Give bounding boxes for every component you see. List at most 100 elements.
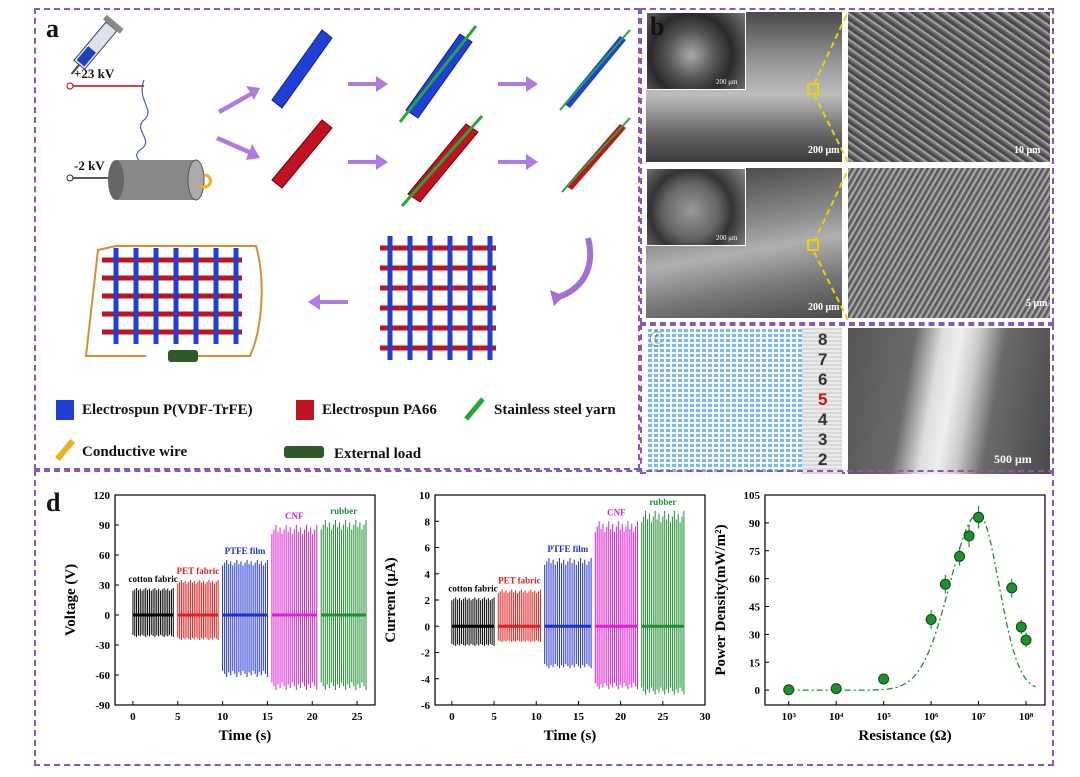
power-density-chart: 0 15 30 45 60 75 90 105 10³ 10⁴ 10⁵ 10⁶ 10⁷ 10⁸ Resist… bbox=[713, 490, 1046, 744]
series-label: PTFE film bbox=[548, 544, 589, 554]
data-point bbox=[954, 550, 966, 562]
sem-fiber-bottom bbox=[848, 168, 1050, 318]
data-point bbox=[783, 684, 795, 696]
series-label: PTFE film bbox=[225, 546, 266, 556]
fabric-circuit-icon bbox=[84, 245, 263, 362]
panel-b bbox=[640, 8, 1054, 324]
x-tick-label: 10 bbox=[531, 711, 543, 723]
y-axis-label: Voltage (V) bbox=[63, 564, 79, 636]
y-tick-label: 120 bbox=[94, 490, 111, 502]
voltage-chart: -90 -60 -30 0 30 60 90 120 0 5 10 15 20 25 Time (s) Vol… bbox=[63, 490, 376, 744]
x-tick-label: 15 bbox=[262, 711, 274, 723]
panel-a bbox=[34, 8, 640, 470]
y-axis-label: Current (μA) bbox=[383, 557, 399, 642]
series-3 bbox=[594, 521, 638, 690]
series-label: rubber bbox=[330, 506, 357, 516]
y-tick-label: 60 bbox=[749, 574, 761, 586]
ruler-7: 7 bbox=[818, 350, 828, 369]
y-tick-label: -60 bbox=[95, 670, 110, 682]
x-tick-label: 10³ bbox=[782, 711, 797, 723]
y-tick-label: 105 bbox=[744, 490, 761, 502]
legend-load-swatch bbox=[284, 446, 324, 458]
legend-steel: Stainless steel yarn bbox=[494, 402, 616, 418]
data-point bbox=[1015, 621, 1027, 633]
sem-stitch bbox=[848, 328, 1050, 474]
scale-b-inset-top: 200 μm bbox=[716, 78, 738, 86]
y-tick-label: 2 bbox=[425, 595, 431, 607]
panel-c-label: c bbox=[650, 322, 662, 351]
y-tick-label: -90 bbox=[95, 700, 110, 712]
legend-pvdf: Electrospun P(VDF-TrFE) bbox=[82, 402, 253, 418]
y-tick-label: 4 bbox=[425, 569, 431, 581]
data-point bbox=[963, 530, 975, 542]
panel-c bbox=[640, 324, 1054, 474]
ruler-numbers: 8 7 6 5 4 3 2 bbox=[818, 330, 838, 470]
series-0 bbox=[451, 597, 495, 646]
y-tick-label: 0 bbox=[425, 621, 431, 633]
series-0 bbox=[132, 588, 174, 637]
y-tick-label: 30 bbox=[99, 580, 111, 592]
scale-b-bot-left: 200 μm bbox=[808, 302, 840, 313]
data-point bbox=[973, 511, 985, 523]
y-tick-label: 75 bbox=[749, 546, 761, 558]
ruler-2: 2 bbox=[818, 450, 828, 469]
data-point bbox=[830, 683, 842, 695]
data-point bbox=[1006, 582, 1018, 594]
photo-ruler bbox=[802, 328, 842, 474]
panel-d-label: d bbox=[46, 488, 61, 517]
scale-b-inset-bottom: 200 μm bbox=[716, 234, 738, 242]
series-label: rubber bbox=[649, 497, 676, 507]
series-label: CNF bbox=[607, 507, 626, 517]
legend-pvdf-swatch bbox=[56, 400, 74, 420]
x-tick-label: 10⁸ bbox=[1019, 711, 1034, 723]
photo-fabric bbox=[646, 328, 802, 474]
ruler-3: 3 bbox=[818, 430, 828, 449]
y-tick-label: -2 bbox=[421, 648, 431, 660]
data-point bbox=[939, 578, 951, 590]
y-tick-label: 8 bbox=[425, 516, 431, 528]
legend-pa66: Electrospun PA66 bbox=[322, 402, 437, 418]
series-label: CNF bbox=[285, 511, 304, 521]
x-tick-label: 10 bbox=[217, 711, 229, 723]
panel-b-label: b bbox=[650, 12, 665, 41]
x-tick-label: 25 bbox=[352, 711, 364, 723]
series-label: cotton fabric bbox=[128, 574, 177, 584]
woven-fabric-icon bbox=[380, 236, 496, 360]
series-1 bbox=[177, 580, 219, 640]
data-point bbox=[1020, 634, 1032, 646]
x-tick-label: 10⁵ bbox=[876, 711, 891, 723]
sem-fiber-top bbox=[848, 12, 1050, 162]
x-tick-label: 0 bbox=[130, 711, 136, 723]
syringe-icon bbox=[70, 14, 124, 75]
x-tick-label: 10⁴ bbox=[829, 711, 844, 723]
panel-d bbox=[34, 470, 1054, 766]
plot-frame bbox=[764, 494, 1046, 706]
series-label: cotton fabric bbox=[448, 583, 497, 593]
fit-curve bbox=[788, 512, 1036, 691]
collector-drum-icon bbox=[108, 159, 212, 201]
ruler-8: 8 bbox=[818, 330, 828, 349]
x-tick-label: 25 bbox=[657, 711, 669, 723]
ruler-4: 4 bbox=[818, 410, 828, 429]
y-tick-label: 10 bbox=[419, 490, 431, 502]
x-axis-label: Time (s) bbox=[219, 728, 272, 744]
voltage-low-label: -2 kV bbox=[74, 158, 105, 173]
y-tick-label: -4 bbox=[421, 674, 431, 686]
ruler-6: 6 bbox=[818, 370, 828, 389]
x-tick-label: 0 bbox=[449, 711, 455, 723]
x-tick-label: 5 bbox=[491, 711, 497, 723]
y-tick-label: 0 bbox=[755, 685, 761, 697]
y-tick-label: 0 bbox=[105, 610, 111, 622]
zoom-guides bbox=[807, 12, 849, 321]
current-chart: -6 -4 -2 0 2 4 6 8 10 0 5 10 15 20 25 30 Time (s) Current… bbox=[383, 490, 711, 744]
series-2 bbox=[544, 558, 592, 669]
data-point bbox=[925, 614, 937, 626]
panel-a-schematic bbox=[66, 14, 631, 362]
x-tick-label: 30 bbox=[700, 711, 711, 723]
y-tick-label: 15 bbox=[749, 657, 761, 669]
voltage-high-label: +23 kV bbox=[74, 66, 115, 81]
x-tick-label: 5 bbox=[175, 711, 181, 723]
y-tick-label: 90 bbox=[99, 520, 111, 532]
sem-inset-top bbox=[646, 12, 746, 90]
y-axis-label: Power Density(mW/m²) bbox=[713, 524, 729, 675]
